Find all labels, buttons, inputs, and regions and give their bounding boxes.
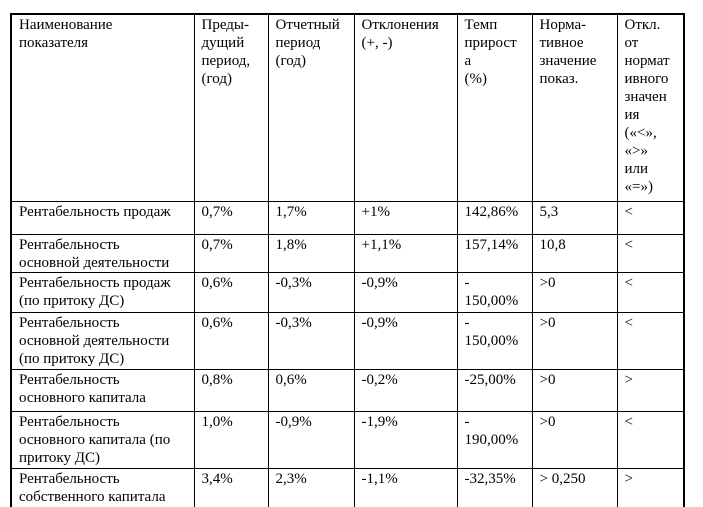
cell-deviation: -0,9%: [353, 271, 458, 313]
table-row: Рентабельность основной деятельности (по…: [10, 311, 685, 370]
cell-deviation: -0,2%: [353, 368, 458, 412]
profitability-indicators-table: Наименование показателя Преды- дущий пер…: [10, 13, 685, 507]
cell-norm-comparison: <: [616, 233, 685, 273]
cell-normative-value: >0: [531, 368, 618, 412]
cell-indicator-name: Рентабельность продаж (по притоку ДС): [10, 271, 195, 313]
cell-normative-value: 10,8: [531, 233, 618, 273]
cell-growth-rate: -25,00%: [456, 368, 533, 412]
col-header-reporting-period: Отчетный период (год): [267, 13, 355, 202]
cell-norm-comparison: <: [616, 200, 685, 235]
cell-reporting-period: 1,7%: [267, 200, 355, 235]
cell-previous-period: 0,8%: [193, 368, 269, 412]
table-header: Наименование показателя Преды- дущий пер…: [10, 13, 685, 202]
col-header-indicator-name: Наименование показателя: [10, 13, 195, 202]
col-header-normative-value: Норма- тивное значение показ.: [531, 13, 618, 202]
cell-reporting-period: 1,8%: [267, 233, 355, 273]
cell-indicator-name: Рентабельность основного капитала (по пр…: [10, 410, 195, 469]
col-header-growth-rate: Темп прирост а (%): [456, 13, 533, 202]
table-row: Рентабельность основной деятельности 0,7…: [10, 233, 685, 273]
cell-growth-rate: - 190,00%: [456, 410, 533, 469]
cell-deviation: +1,1%: [353, 233, 458, 273]
cell-norm-comparison: <: [616, 311, 685, 370]
table-row: Рентабельность основного капитала (по пр…: [10, 410, 685, 469]
cell-normative-value: > 0,250: [531, 467, 618, 507]
col-header-previous-period: Преды- дущий период, (год): [193, 13, 269, 202]
cell-reporting-period: 2,3%: [267, 467, 355, 507]
cell-norm-comparison: <: [616, 271, 685, 313]
cell-normative-value: 5,3: [531, 200, 618, 235]
cell-previous-period: 3,4%: [193, 467, 269, 507]
cell-reporting-period: -0,3%: [267, 311, 355, 370]
col-header-deviation: Отклонения (+, -): [353, 13, 458, 202]
cell-indicator-name: Рентабельность собственного капитала: [10, 467, 195, 507]
cell-deviation: -1,1%: [353, 467, 458, 507]
cell-reporting-period: -0,9%: [267, 410, 355, 469]
col-header-norm-comparison: Откл. от нормат ивного значен ия («<», «…: [616, 13, 685, 202]
cell-indicator-name: Рентабельность продаж: [10, 200, 195, 235]
cell-previous-period: 0,7%: [193, 233, 269, 273]
cell-indicator-name: Рентабельность основной деятельности (по…: [10, 311, 195, 370]
cell-normative-value: >0: [531, 311, 618, 370]
cell-normative-value: >0: [531, 271, 618, 313]
cell-norm-comparison: >: [616, 467, 685, 507]
cell-growth-rate: 142,86%: [456, 200, 533, 235]
cell-deviation: -1,9%: [353, 410, 458, 469]
header-row: Наименование показателя Преды- дущий пер…: [10, 13, 685, 202]
table-body: Рентабельность продаж 0,7% 1,7% +1% 142,…: [10, 200, 685, 507]
cell-growth-rate: 157,14%: [456, 233, 533, 273]
cell-previous-period: 1,0%: [193, 410, 269, 469]
table-row: Рентабельность продаж (по притоку ДС) 0,…: [10, 271, 685, 313]
cell-previous-period: 0,6%: [193, 311, 269, 370]
cell-deviation: +1%: [353, 200, 458, 235]
cell-growth-rate: - 150,00%: [456, 271, 533, 313]
cell-growth-rate: -32,35%: [456, 467, 533, 507]
table-row: Рентабельность собственного капитала 3,4…: [10, 467, 685, 507]
cell-norm-comparison: <: [616, 410, 685, 469]
cell-previous-period: 0,6%: [193, 271, 269, 313]
cell-previous-period: 0,7%: [193, 200, 269, 235]
cell-growth-rate: - 150,00%: [456, 311, 533, 370]
table-row: Рентабельность продаж 0,7% 1,7% +1% 142,…: [10, 200, 685, 235]
cell-indicator-name: Рентабельность основной деятельности: [10, 233, 195, 273]
cell-reporting-period: 0,6%: [267, 368, 355, 412]
cell-deviation: -0,9%: [353, 311, 458, 370]
cell-reporting-period: -0,3%: [267, 271, 355, 313]
cell-norm-comparison: >: [616, 368, 685, 412]
cell-indicator-name: Рентабельность основного капитала: [10, 368, 195, 412]
cell-normative-value: >0: [531, 410, 618, 469]
table-row: Рентабельность основного капитала 0,8% 0…: [10, 368, 685, 412]
